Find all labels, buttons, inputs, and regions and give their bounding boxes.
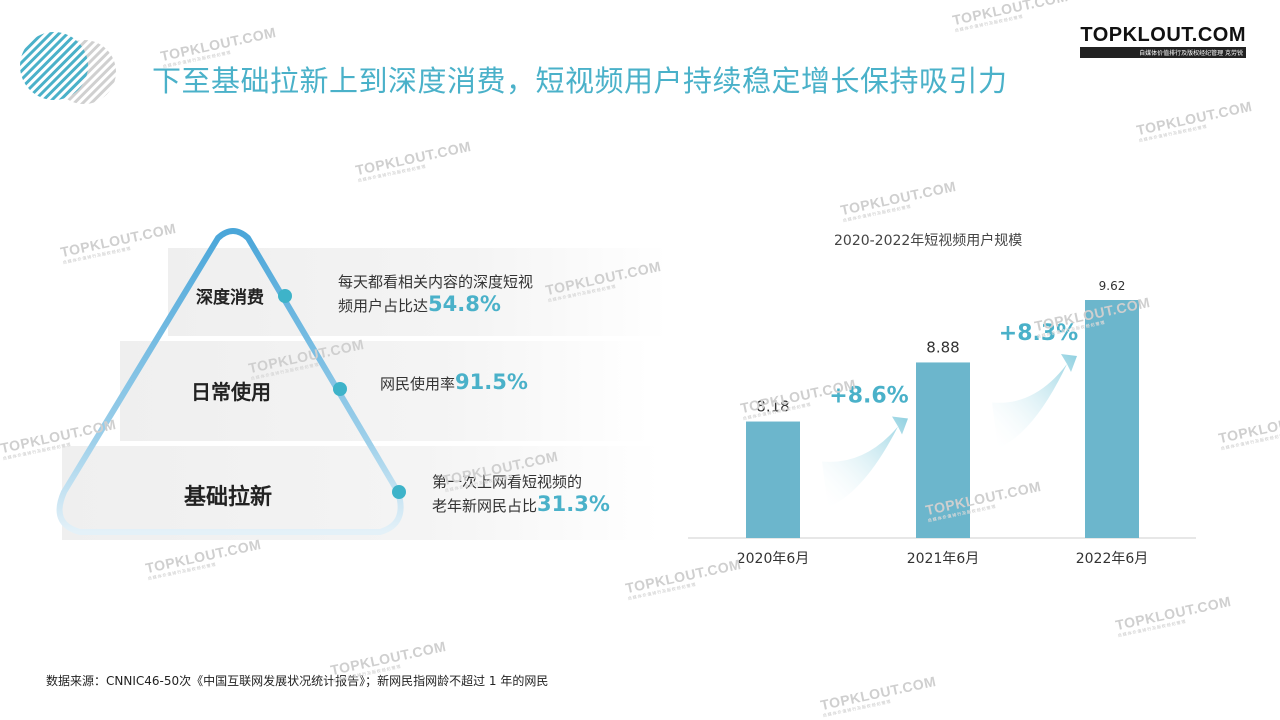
tier-band-bottom xyxy=(62,446,660,540)
bar-value-label: 8.88 xyxy=(926,338,959,356)
bar-value-label: 9.62 xyxy=(1099,279,1126,293)
logo-stripe-circles xyxy=(20,32,116,104)
x-tick-label: 2021年6月 xyxy=(907,551,980,567)
growth-arrow xyxy=(992,354,1077,449)
tier-band-middle xyxy=(120,341,650,441)
tier-label-daily-use: 日常使用 xyxy=(191,380,271,404)
bar xyxy=(746,421,800,538)
tier-note-daily-use: 网民使用率91.5% xyxy=(380,371,528,395)
brand-name: TOPKLOUT.COM xyxy=(1080,24,1246,46)
percent-value: 31.3% xyxy=(537,492,610,516)
percent-value: 91.5% xyxy=(455,370,528,394)
bar xyxy=(1085,300,1139,538)
tier-dot-top xyxy=(278,289,292,303)
tier-label-deep-consumption: 深度消费 xyxy=(196,288,264,308)
note-line: 网民使用率 xyxy=(380,375,456,393)
tier-dot-bottom xyxy=(392,485,406,499)
tier-label-new-users: 基础拉新 xyxy=(184,485,273,510)
brand-subtitle: 自媒体价值排行及版权经纪管理 克劳锐 xyxy=(1080,47,1246,58)
tier-band-top xyxy=(168,248,668,336)
bar xyxy=(916,362,970,538)
note-line: 老年新网民占比 xyxy=(432,497,538,515)
note-line: 第一次上网看短视频的 xyxy=(432,473,583,491)
percent-value: 54.8% xyxy=(428,292,501,316)
pyramid-outline xyxy=(56,228,404,535)
tier-note-new-users: 第一次上网看短视频的 老年新网民占比31.3% xyxy=(432,471,610,517)
chart-title: 2020-2022年短视频用户规模 xyxy=(834,233,1023,249)
brand-logo: TOPKLOUT.COM 自媒体价值排行及版权经纪管理 克劳锐 xyxy=(1080,24,1246,58)
page-title: 下至基础拉新上到深度消费，短视频用户持续稳定增长保持吸引力 xyxy=(152,64,1008,98)
x-tick-label: 2020年6月 xyxy=(737,551,810,567)
note-line: 每天都看相关内容的深度短视 xyxy=(338,273,534,291)
bar-value-label: 8.18 xyxy=(756,398,789,416)
x-tick-label: 2022年6月 xyxy=(1076,551,1149,567)
growth-label: +8.6% xyxy=(829,383,908,408)
note-line: 频用户占比达 xyxy=(338,297,429,315)
growth-label: +8.3% xyxy=(999,321,1078,346)
tier-dot-middle xyxy=(333,382,347,396)
tier-note-deep-consumption: 每天都看相关内容的深度短视 频用户占比达54.8% xyxy=(338,271,533,317)
footnote: 数据来源：CNNIC46-50次《中国互联网发展状况统计报告》；新网民指网龄不超… xyxy=(46,674,549,688)
growth-arrow xyxy=(822,416,908,508)
